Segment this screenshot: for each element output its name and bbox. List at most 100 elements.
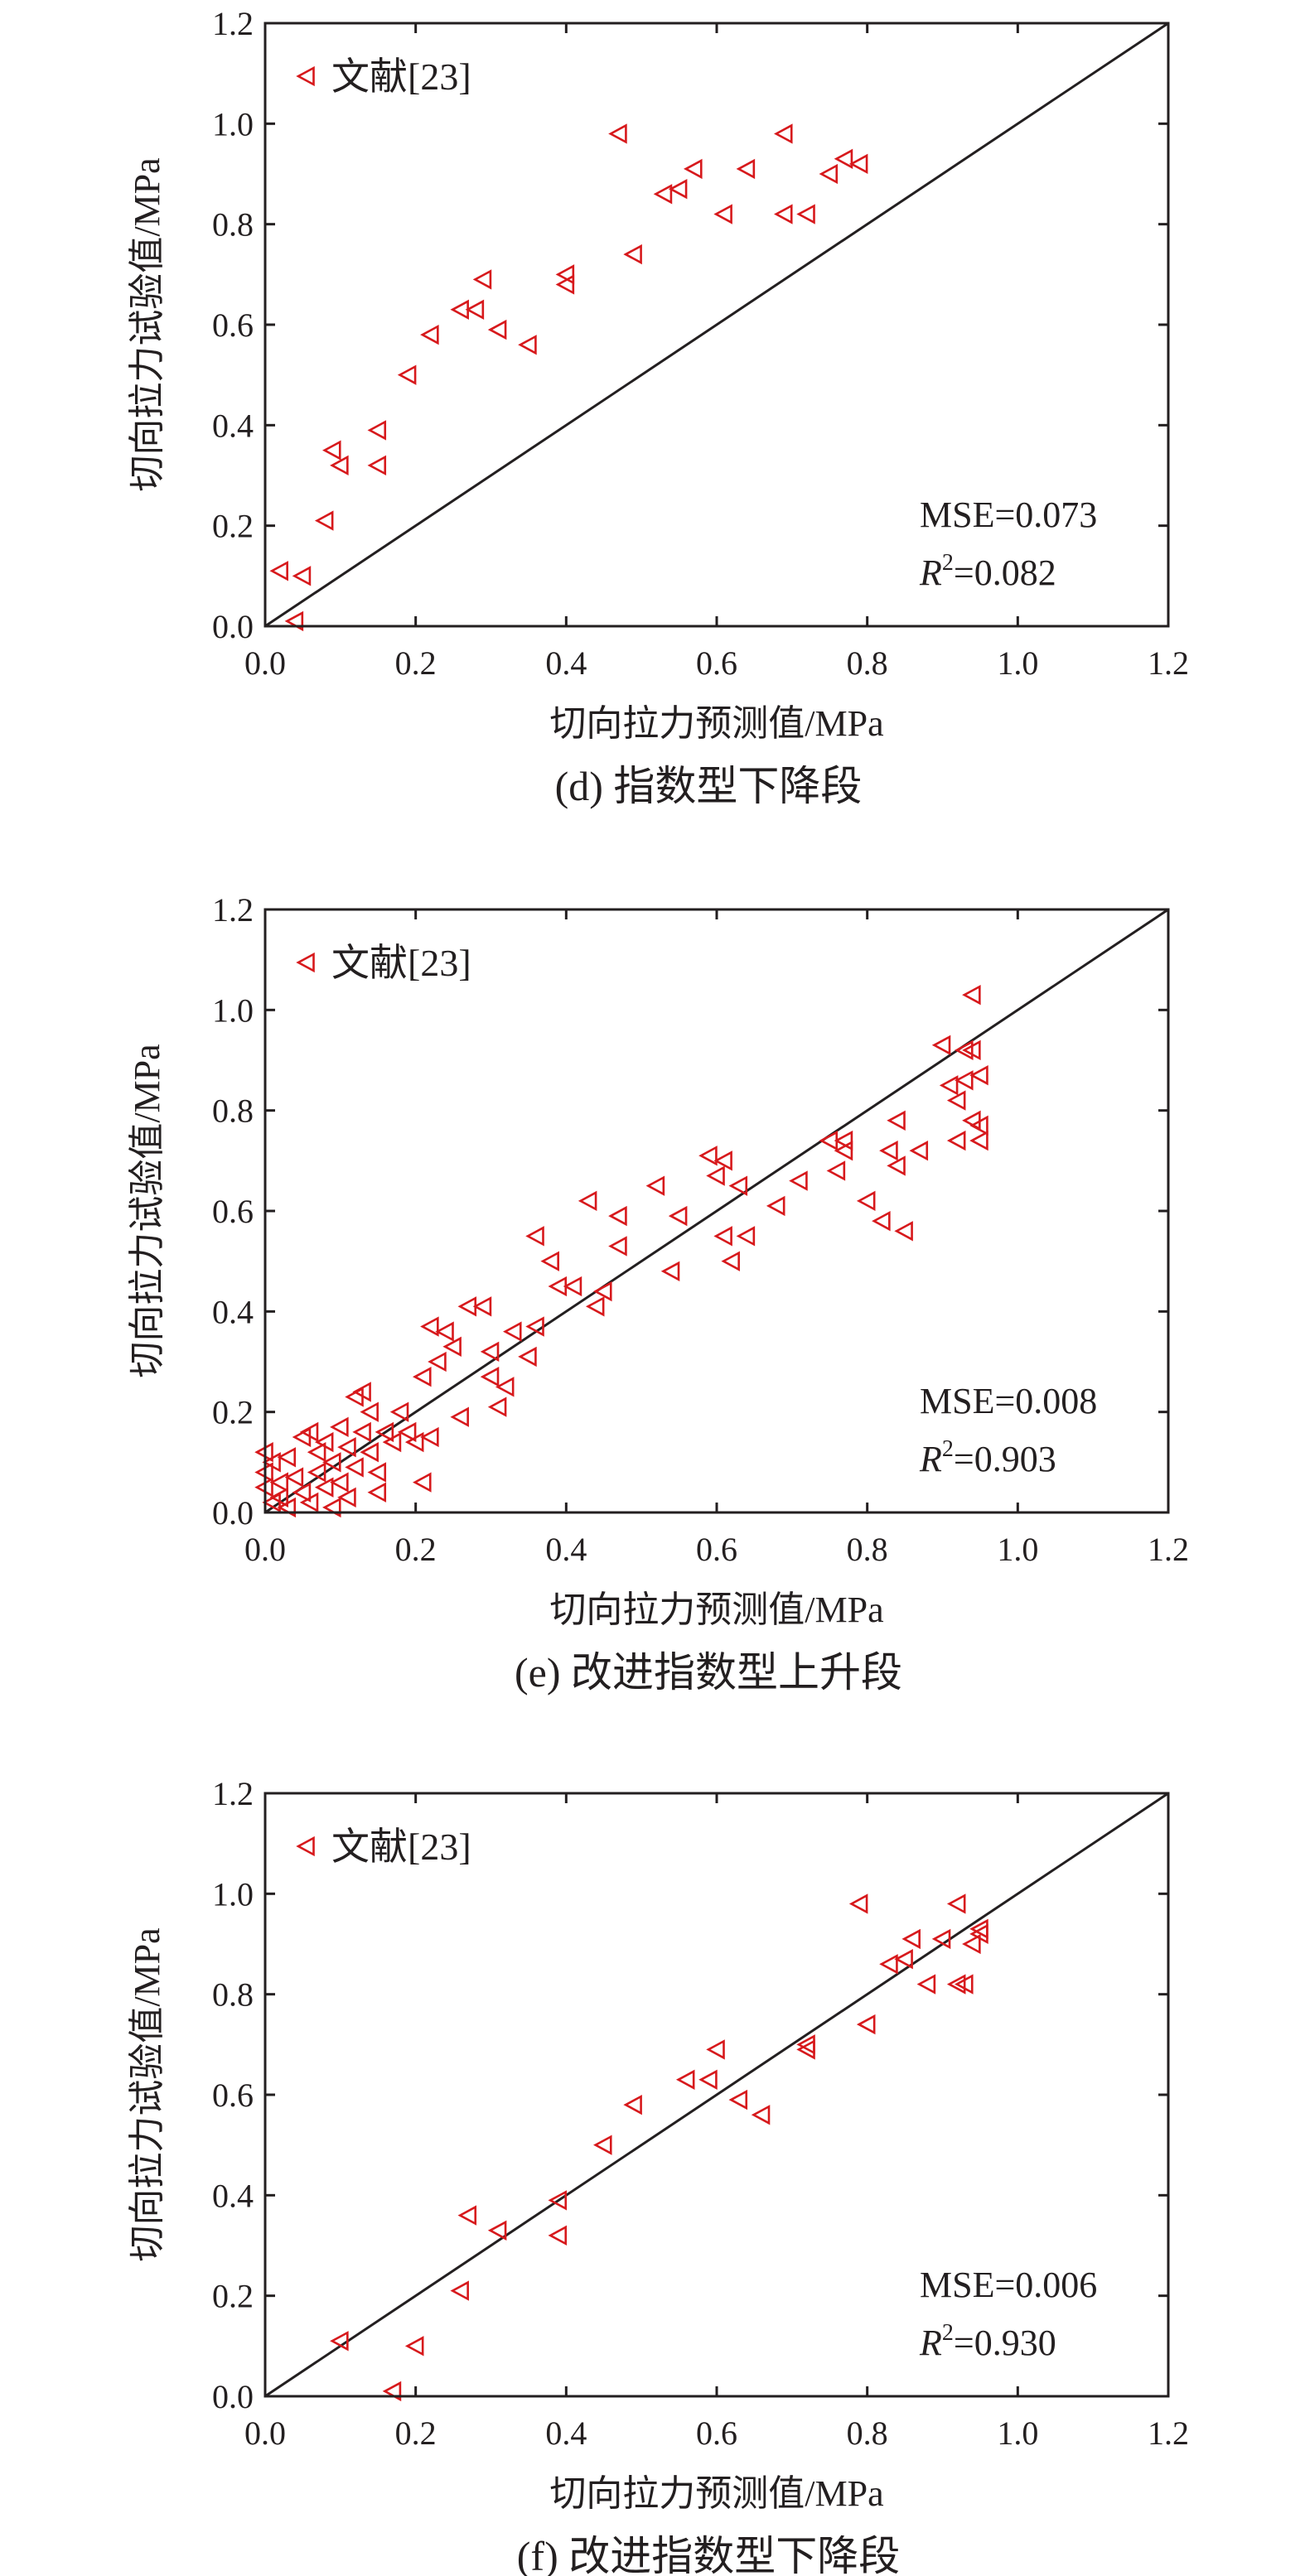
data-point [472,1296,492,1317]
data-point [706,1165,725,1186]
chart-caption: (f) 改进指数型下降段 [517,2533,900,2576]
y-tick-label: 0.4 [212,2177,254,2214]
y-tick-label: 0.8 [212,206,254,244]
data-point [660,1261,680,1281]
data-point [796,2034,815,2055]
legend-label: 文献[23] [331,55,471,98]
data-point [585,1296,605,1317]
data-point [480,1341,500,1363]
legend-label: 文献[23] [331,942,471,984]
data-point [472,269,492,290]
data-point [262,1452,281,1473]
data-point [450,2280,469,2301]
y-tick-label: 0.2 [212,2278,254,2315]
x-tick-label: 0.2 [395,644,437,682]
x-tick-label: 0.6 [696,2414,737,2452]
data-point [955,1974,974,1995]
data-point [487,319,507,340]
data-point [894,1949,913,1970]
data-point [420,324,439,345]
data-point [608,1236,627,1257]
data-point [969,1115,988,1136]
data-point [848,1893,868,1914]
data-point [322,440,341,461]
data-point [314,510,334,531]
x-tick-label: 0.8 [847,1531,888,1568]
data-point [834,1130,853,1151]
data-point [487,1397,507,1417]
data-point [525,1316,544,1337]
data-point [307,1442,326,1463]
legend: 文献[23] [296,1826,471,1868]
data-point [826,1160,846,1181]
data-point [698,2069,718,2090]
data-point [397,364,417,385]
data-point [307,1462,326,1483]
reference-line [264,908,1169,1514]
data-point [706,2039,725,2060]
mse-annotation: MSE=0.008 [920,1381,1097,1421]
x-tick-label: 0.8 [847,644,888,682]
data-point [367,420,387,441]
x-tick-label: 1.2 [1148,1531,1189,1568]
data-point [684,158,703,180]
data-point [413,1367,432,1387]
r2-annotation: R2=0.082 [919,550,1056,593]
data-point [834,1141,853,1161]
data-point [939,1075,959,1096]
data-point [879,1141,898,1161]
legend-marker-icon [296,1836,315,1857]
data-point [931,1035,951,1055]
chart-panel-e: 0.0 0.2 0.4 0.6 0.8 1.0 1.2 0.0 0.2 0.4 0.6 0.8 1.0 1… [127,891,1189,1696]
data-point [713,1226,732,1247]
data-point [728,2089,748,2110]
data-point [299,1421,319,1443]
x-tick-label: 0.4 [545,644,587,682]
plot-frame [263,908,1170,1514]
data-point [789,1170,808,1191]
y-tick-label: 0.6 [212,306,254,344]
x-tick-label: 0.2 [395,2414,437,2452]
r2-annotation: R2=0.930 [919,2320,1056,2363]
data-point [675,2069,695,2090]
data-point [969,1065,988,1086]
x-tick-label: 1.0 [997,644,1038,682]
data-point [593,1281,612,1302]
data-point [420,1426,439,1448]
data-point [955,1040,974,1061]
x-tick-label: 0.2 [395,1531,437,1568]
data-point [367,455,387,476]
data-point [352,1382,371,1402]
x-tick-label: 0.0 [244,644,286,682]
data-point [901,1928,921,1950]
data-point [608,123,627,144]
y-tick-label: 0.8 [212,1976,254,2014]
data-point [796,204,815,224]
data-point [518,1346,537,1368]
x-axis-label: 切向拉力预测值/MPa [549,703,883,744]
y-tick-label: 0.6 [212,2077,254,2114]
data-point [578,1190,597,1212]
x-axis-label: 切向拉力预测值/MPa [549,2473,883,2514]
data-point [608,1205,627,1227]
r2-annotation: R2=0.903 [919,1436,1056,1479]
plot-frame [263,22,1170,628]
data-point [623,2094,642,2115]
data-point [969,1130,988,1151]
data-point [503,1321,522,1342]
data-point [887,1155,906,1176]
y-tick-label: 0.0 [212,1494,254,1532]
x-tick-label: 1.0 [997,1531,1038,1568]
data-point [946,1893,966,1914]
mse-annotation: MSE=0.073 [920,494,1097,535]
data-point [269,1487,288,1507]
data-point [713,1151,732,1171]
plot-frame [263,1792,1170,2398]
data-point [736,1226,756,1247]
x-tick-label: 0.0 [244,2414,286,2452]
data-point [330,1416,349,1438]
legend-marker-icon [296,952,315,973]
data-point [653,184,673,205]
y-tick-label: 1.2 [212,5,254,42]
